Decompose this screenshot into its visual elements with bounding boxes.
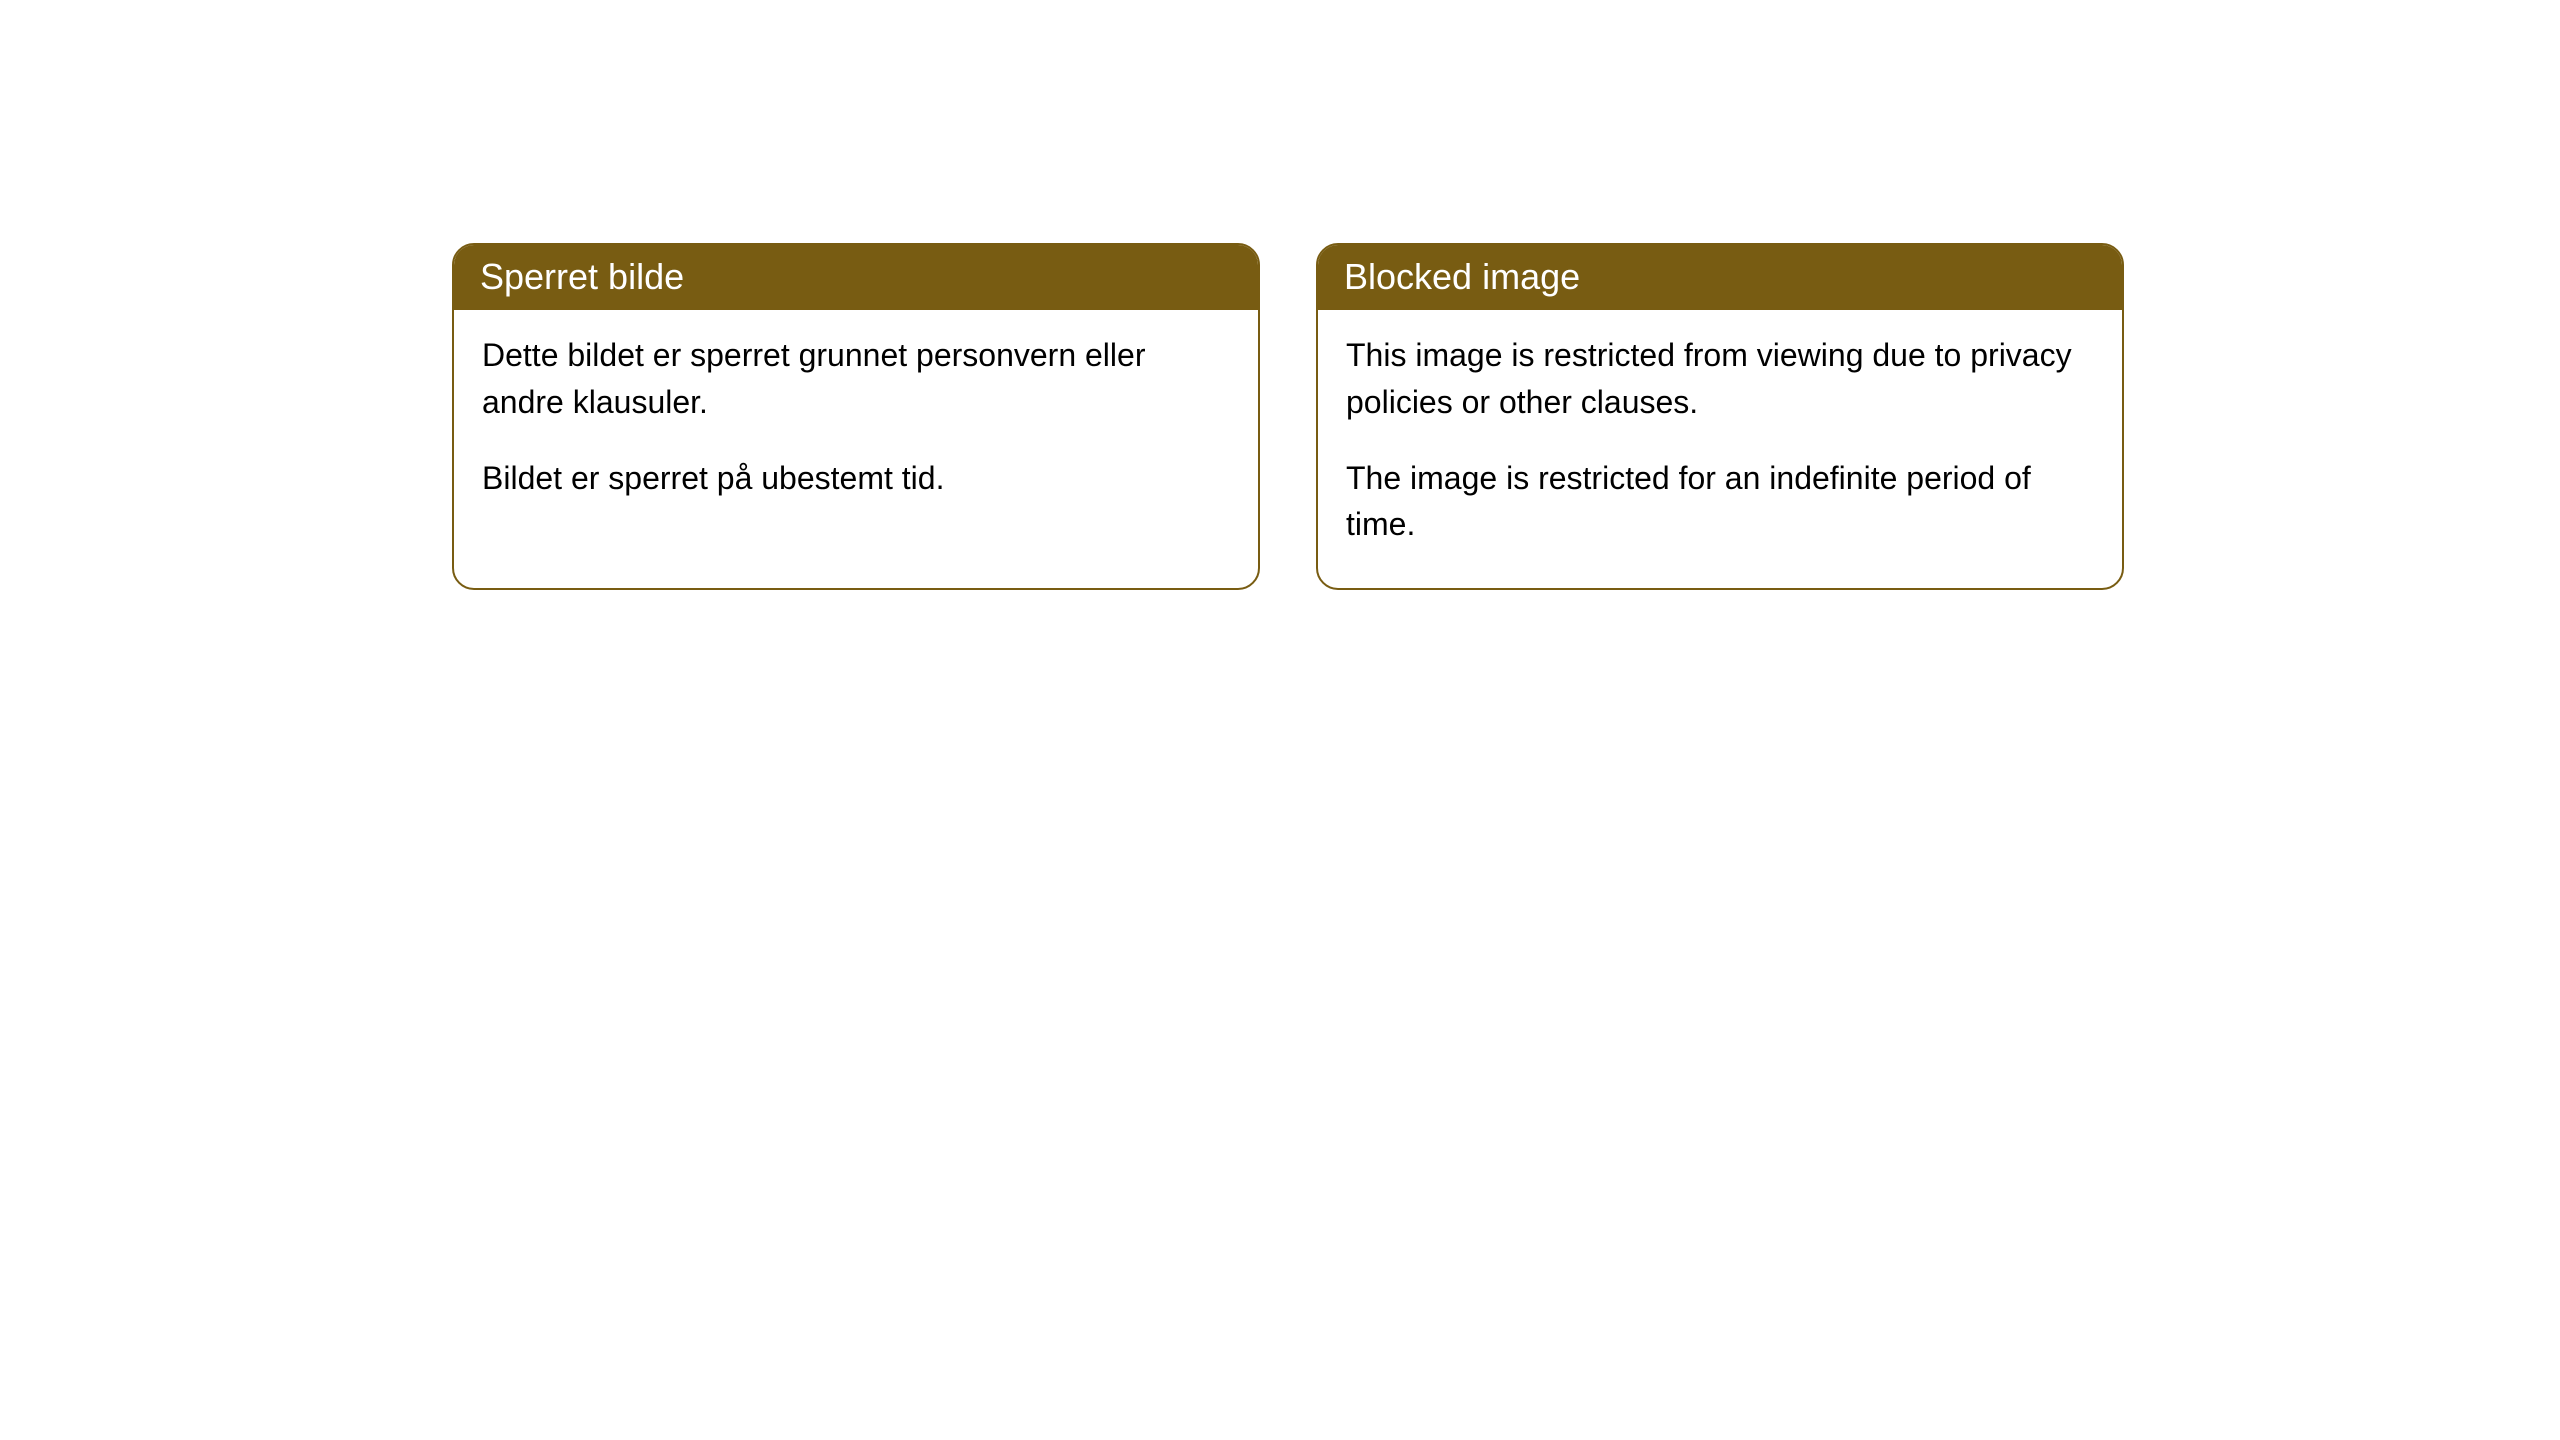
card-paragraph-2-norwegian: Bildet er sperret på ubestemt tid. [482,455,1230,501]
card-english: Blocked image This image is restricted f… [1316,243,2124,590]
card-body-norwegian: Dette bildet er sperret grunnet personve… [454,310,1258,541]
cards-container: Sperret bilde Dette bildet er sperret gr… [452,243,2124,590]
card-paragraph-1-english: This image is restricted from viewing du… [1346,332,2094,425]
card-paragraph-2-english: The image is restricted for an indefinit… [1346,455,2094,548]
card-paragraph-1-norwegian: Dette bildet er sperret grunnet personve… [482,332,1230,425]
card-header-norwegian: Sperret bilde [454,245,1258,310]
card-norwegian: Sperret bilde Dette bildet er sperret gr… [452,243,1260,590]
card-header-english: Blocked image [1318,245,2122,310]
card-body-english: This image is restricted from viewing du… [1318,310,2122,588]
